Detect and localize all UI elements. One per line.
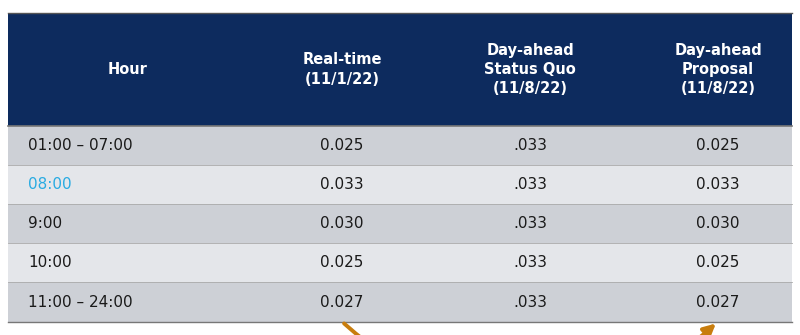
Text: Day-ahead
Status Quo
(11/8/22): Day-ahead Status Quo (11/8/22) [484, 43, 576, 96]
Bar [8, 282, 792, 322]
Text: 0.030: 0.030 [320, 216, 364, 231]
Text: .033: .033 [513, 294, 547, 310]
Text: 01:00 – 07:00: 01:00 – 07:00 [28, 138, 133, 153]
Text: 0.025: 0.025 [320, 255, 364, 270]
Text: .033: .033 [513, 216, 547, 231]
Text: 0.027: 0.027 [320, 294, 364, 310]
Text: 11:00 – 24:00: 11:00 – 24:00 [28, 294, 133, 310]
Text: .033: .033 [513, 138, 547, 153]
Text: .033: .033 [513, 177, 547, 192]
Text: 0.025: 0.025 [696, 138, 740, 153]
Bar [8, 204, 792, 243]
Text: 0.025: 0.025 [320, 138, 364, 153]
Text: Real-time
(11/1/22): Real-time (11/1/22) [302, 52, 382, 87]
Text: 9:00: 9:00 [28, 216, 62, 231]
Text: .033: .033 [513, 255, 547, 270]
Text: 0.033: 0.033 [320, 177, 364, 192]
Text: 10:00: 10:00 [28, 255, 72, 270]
Text: 08:00: 08:00 [28, 177, 72, 192]
Text: 0.027: 0.027 [696, 294, 740, 310]
Bar [8, 13, 792, 126]
Text: Hour: Hour [108, 62, 148, 77]
Text: 0.030: 0.030 [696, 216, 740, 231]
Text: 0.033: 0.033 [696, 177, 740, 192]
Bar [8, 243, 792, 282]
Bar [8, 165, 792, 204]
Text: Day-ahead
Proposal
(11/8/22): Day-ahead Proposal (11/8/22) [674, 43, 762, 96]
Bar [8, 126, 792, 165]
Text: 0.025: 0.025 [696, 255, 740, 270]
